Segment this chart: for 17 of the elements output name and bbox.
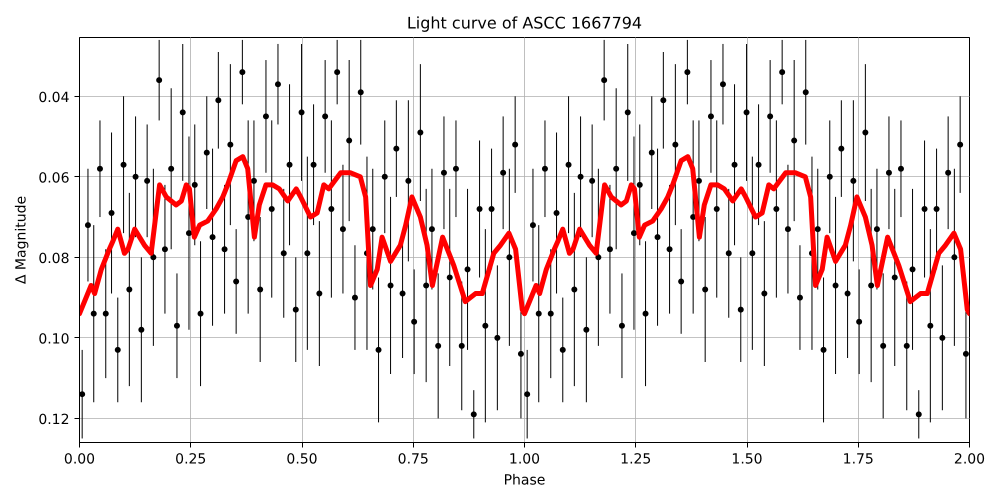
x-tick-label: 1.50 xyxy=(731,452,763,468)
chart-title: Light curve of ASCC 1667794 xyxy=(406,14,642,32)
x-tick-label: 0.75 xyxy=(398,452,429,468)
x-axis-title: Phase xyxy=(504,472,546,488)
x-tick-label: 0.25 xyxy=(175,452,206,468)
y-tick-label: 0.04 xyxy=(38,90,70,106)
y-axis-title: Δ Magnitude xyxy=(13,196,30,284)
x-tick-label: 0.50 xyxy=(286,452,318,468)
x-tick-label: 2.00 xyxy=(954,452,986,468)
x-tick-label: 1.00 xyxy=(508,452,540,468)
x-tick-label: 1.25 xyxy=(620,452,652,468)
y-tick-label: 0.08 xyxy=(38,250,70,267)
x-tick-label: 1.75 xyxy=(842,452,874,468)
y-tick-label: 0.12 xyxy=(38,412,70,428)
y-tick-label: 0.10 xyxy=(38,331,70,348)
y-tick-label: 0.06 xyxy=(38,170,70,186)
x-tick-label: 0.00 xyxy=(64,452,96,468)
